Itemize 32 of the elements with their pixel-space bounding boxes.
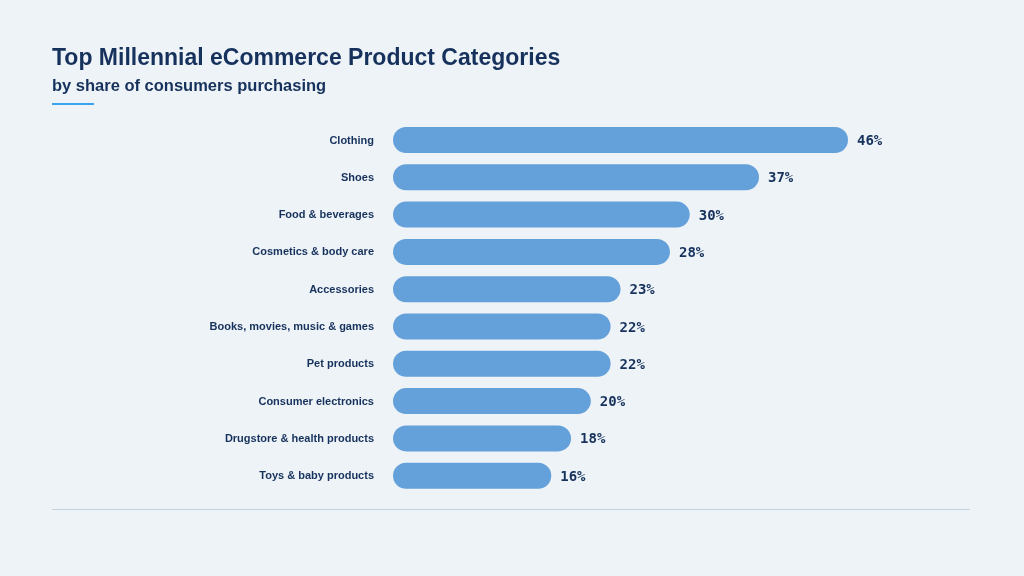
text: by share of consumers purchasing bbox=[52, 76, 327, 95]
y-tick-label: Shoes bbox=[340, 170, 374, 183]
data-label: 18% bbox=[580, 430, 606, 447]
data-label: 30% bbox=[698, 206, 725, 223]
y-tick-label: Books, movies, music & games bbox=[209, 320, 374, 333]
bar bbox=[393, 462, 552, 489]
y-tick-label: Clothing bbox=[329, 133, 374, 146]
y-tick-label: Drugstore & health products bbox=[224, 431, 374, 444]
chart-title: Top Millennial eCommerce Product Categories bbox=[52, 44, 561, 71]
bar bbox=[393, 350, 611, 377]
data-label: 46% bbox=[857, 132, 883, 149]
y-tick-label: Pet products bbox=[306, 357, 374, 370]
y-tick-label: Food & beverages bbox=[278, 208, 374, 221]
bar bbox=[393, 238, 670, 265]
bar bbox=[393, 388, 591, 415]
data-label: 20% bbox=[599, 393, 626, 410]
bar bbox=[393, 127, 848, 153]
y-tick-label: Cosmetics & body care bbox=[252, 245, 374, 258]
data-label: 16% bbox=[560, 467, 587, 484]
data-label: 22% bbox=[619, 318, 646, 335]
data-label: 37% bbox=[767, 169, 794, 186]
data-label: 23% bbox=[629, 281, 656, 298]
data-label: 22% bbox=[619, 355, 646, 372]
y-tick-label: Accessories bbox=[309, 282, 374, 295]
bar bbox=[393, 276, 621, 303]
bar bbox=[393, 201, 690, 228]
y-tick-label: Toys & baby products bbox=[259, 469, 374, 482]
bar bbox=[393, 313, 611, 340]
bar bbox=[393, 164, 759, 191]
bar bbox=[393, 425, 572, 452]
data-label: 28% bbox=[678, 243, 705, 260]
y-tick-label: Consumer electronics bbox=[258, 394, 374, 407]
